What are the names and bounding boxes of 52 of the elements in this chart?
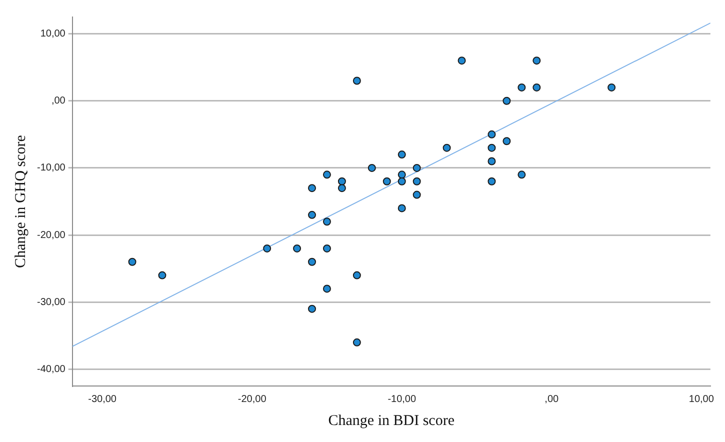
y-tick-label: ,00 <box>51 96 66 107</box>
point <box>502 137 511 146</box>
point <box>352 271 361 280</box>
point <box>518 170 526 179</box>
point <box>338 177 346 186</box>
point <box>338 184 346 192</box>
x-tick-label: -30,00 <box>88 394 117 405</box>
point <box>368 164 376 172</box>
point <box>412 164 421 172</box>
point <box>308 210 316 219</box>
point <box>128 258 136 266</box>
y-tick-label: 10,00 <box>40 28 66 40</box>
point <box>322 244 331 252</box>
y-tick-label: -10,00 <box>36 162 66 174</box>
point <box>518 83 526 92</box>
point <box>308 304 316 313</box>
point <box>158 271 166 280</box>
point <box>308 258 316 266</box>
point <box>398 177 406 186</box>
point <box>263 244 272 252</box>
point <box>293 244 302 252</box>
point <box>382 177 391 186</box>
point <box>532 56 541 65</box>
point <box>322 170 331 179</box>
x-axis-title: Change in BDI score <box>328 412 455 429</box>
point <box>488 144 496 152</box>
point <box>532 83 541 92</box>
y-tick-label: -30,00 <box>36 296 66 308</box>
x-tick-label: -10,00 <box>388 394 416 405</box>
point <box>352 76 361 85</box>
point <box>412 177 421 186</box>
y-axis-title: Change in GHQ score <box>12 134 29 268</box>
point <box>608 83 616 92</box>
point <box>398 150 406 159</box>
point <box>398 204 406 212</box>
point <box>442 144 451 152</box>
point <box>488 130 496 138</box>
point <box>502 96 511 105</box>
point <box>352 338 361 346</box>
point <box>322 284 331 293</box>
x-tick-label: 10,00 <box>688 394 714 405</box>
point <box>488 177 496 186</box>
x-tick-label: ,00 <box>544 394 560 405</box>
point <box>398 170 406 179</box>
y-tick-label: -20,00 <box>36 230 66 241</box>
point <box>322 218 331 226</box>
point <box>308 184 316 192</box>
y-tick-label: -40,00 <box>36 364 66 375</box>
point <box>458 56 466 65</box>
point <box>412 190 421 199</box>
x-tick-label: -20,00 <box>238 394 267 405</box>
point <box>488 157 496 166</box>
